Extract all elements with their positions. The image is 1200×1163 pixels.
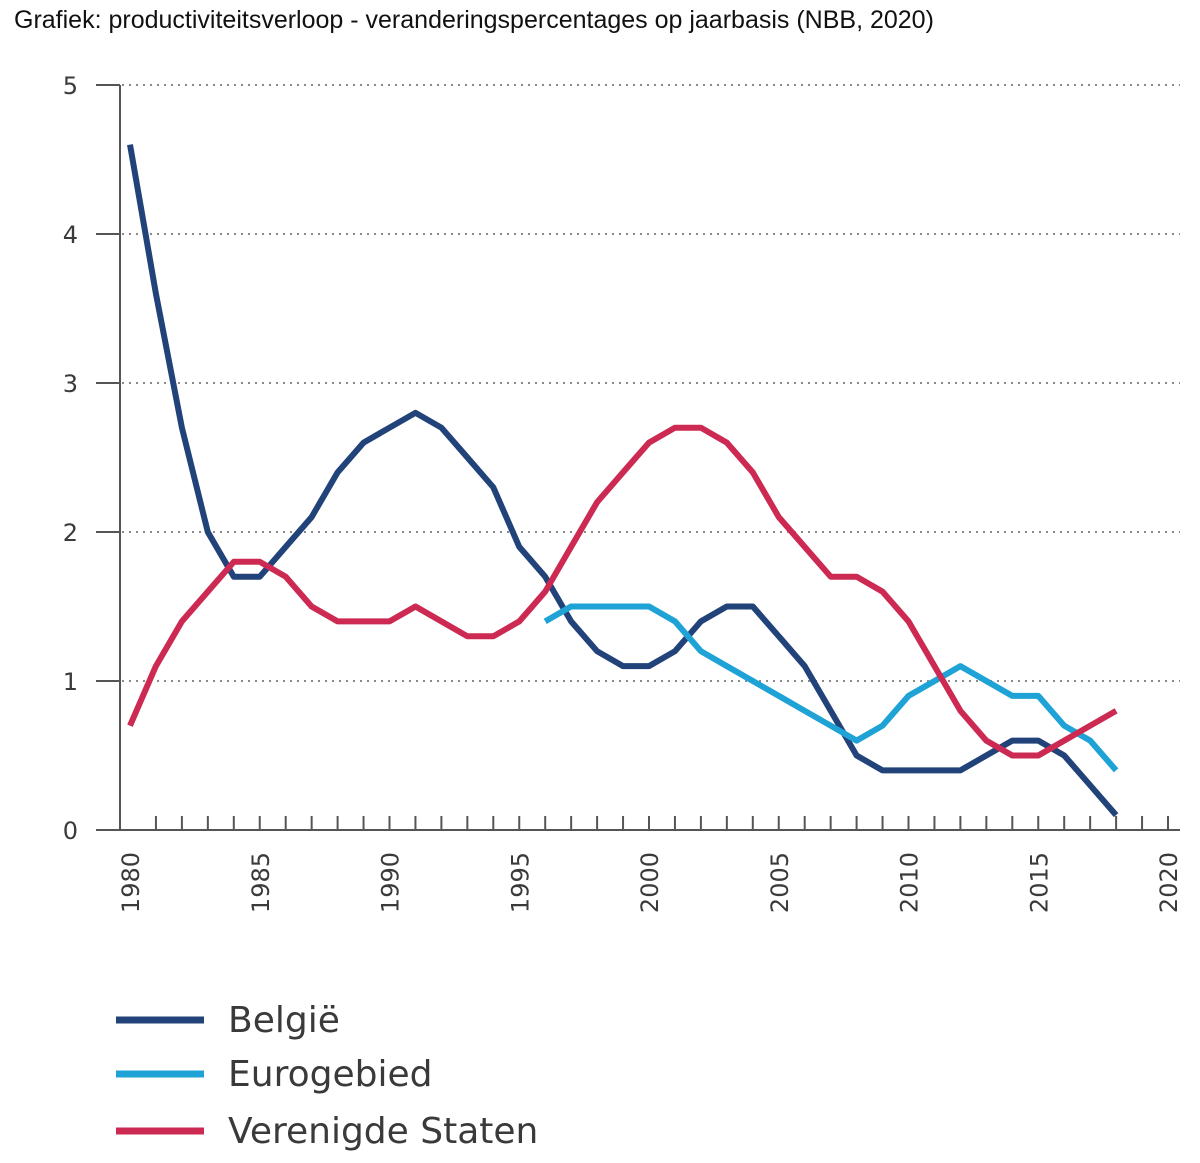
y-tick-label-1: 1 xyxy=(63,668,78,696)
legend-label-1: Eurogebied xyxy=(228,1054,432,1095)
y-tick-labels: 0 1 2 3 4 5 xyxy=(63,72,78,845)
x-tick-label-2020: 2020 xyxy=(1155,852,1183,913)
x-tick-label-2015: 2015 xyxy=(1025,852,1053,913)
axes xyxy=(96,84,1180,831)
x-tick-label-2005: 2005 xyxy=(766,852,794,913)
legend-label-0: België xyxy=(228,1000,340,1041)
x-tick-label-1985: 1985 xyxy=(247,852,275,913)
y-tick-label-4: 4 xyxy=(63,221,78,249)
series-lines xyxy=(127,144,1119,818)
x-tick-label-1990: 1990 xyxy=(377,852,405,913)
gridlines xyxy=(122,84,1180,682)
legend-label-2: Verenigde Staten xyxy=(228,1111,538,1152)
x-tick-label-1995: 1995 xyxy=(506,852,534,913)
series-line-2 xyxy=(127,424,1118,759)
y-tick-label-0: 0 xyxy=(63,817,78,845)
series-line-1 xyxy=(543,603,1119,773)
chart-title: Grafiek: productiviteitsverloop - verand… xyxy=(14,6,934,34)
x-tick-label-2000: 2000 xyxy=(636,852,664,913)
y-tick-label-5: 5 xyxy=(63,72,78,100)
y-tick-label-2: 2 xyxy=(63,519,78,547)
x-tick-label-2010: 2010 xyxy=(896,852,924,913)
legend: België Eurogebied Verenigde Staten xyxy=(116,1000,538,1152)
series-line-0 xyxy=(127,144,1119,818)
x-tick-label-1980: 1980 xyxy=(117,852,145,913)
x-tick-labels: 1980 1985 1990 1995 2000 2005 2010 2015 2020 xyxy=(117,852,1183,913)
y-tick-label-3: 3 xyxy=(63,370,78,398)
